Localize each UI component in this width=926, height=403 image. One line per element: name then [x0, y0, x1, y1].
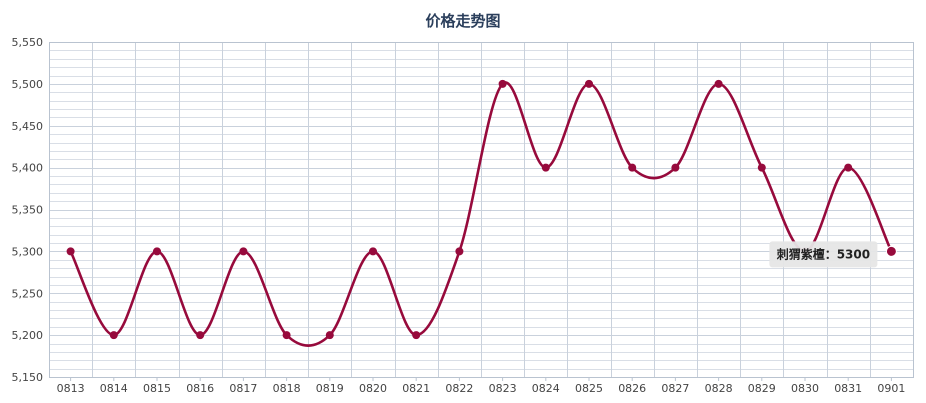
x-tick-label: 0818 [273, 382, 301, 395]
series-layer [66, 79, 897, 347]
data-point[interactable] [369, 247, 377, 256]
x-tick-label: 0824 [532, 382, 560, 395]
tooltip-label: 刺猬紫檀：5300 [776, 246, 870, 261]
x-tick-label: 0827 [661, 382, 689, 395]
y-tick-label: 5,200 [12, 329, 44, 342]
x-tick-label: 0830 [791, 382, 819, 395]
x-tick-label: 0813 [57, 382, 85, 395]
x-tick-label: 0826 [618, 382, 646, 395]
y-tick-label: 5,550 [12, 36, 44, 49]
y-tick-label: 5,400 [12, 162, 44, 175]
chart-title: 价格走势图 [425, 12, 500, 30]
axis-layer: 5,150 5,200 5,250 5,300 5,350 5,400 5,450 5,500… [12, 36, 914, 395]
data-point[interactable] [757, 163, 766, 172]
tooltip: 刺猬紫檀：5300 [769, 241, 878, 268]
data-point[interactable] [628, 163, 637, 172]
x-tick-label: 0825 [575, 382, 603, 395]
x-tick-label: 0817 [229, 382, 257, 395]
x-tick-label: 0823 [489, 382, 517, 395]
data-point[interactable] [153, 247, 161, 256]
y-tick-label: 5,150 [12, 371, 44, 384]
data-point[interactable] [455, 247, 464, 256]
data-point[interactable] [541, 163, 550, 172]
data-point[interactable] [885, 245, 897, 257]
data-point[interactable] [109, 331, 118, 340]
data-point[interactable] [585, 79, 593, 88]
x-tick-label: 0828 [705, 382, 733, 395]
x-tick-label: 0815 [143, 382, 171, 395]
y-tick-label: 5,500 [12, 78, 44, 91]
x-tick-label: 0821 [402, 382, 430, 395]
x-tick-label: 0816 [186, 382, 214, 395]
y-tick-label: 5,250 [12, 287, 44, 300]
plot-border [49, 42, 914, 378]
x-tick-label: 0901 [877, 382, 905, 395]
data-point[interactable] [844, 163, 853, 172]
x-tick-label: 0819 [316, 382, 344, 395]
data-point[interactable] [325, 331, 334, 340]
grid-layer [49, 42, 914, 378]
x-tick-label: 0829 [748, 382, 776, 395]
data-point[interactable] [196, 331, 205, 340]
data-point[interactable] [671, 163, 680, 172]
data-point[interactable] [66, 247, 75, 256]
x-tick-label: 0831 [834, 382, 862, 395]
data-point[interactable] [498, 79, 507, 88]
x-tick-label: 0814 [100, 382, 128, 395]
y-tick-label: 5,300 [12, 245, 44, 258]
y-tick-label: 5,450 [12, 120, 44, 133]
x-tick-label: 0822 [445, 382, 473, 395]
data-point[interactable] [412, 331, 421, 340]
data-point[interactable] [282, 331, 291, 340]
data-point[interactable] [714, 79, 723, 88]
y-tick-label: 5,350 [12, 204, 44, 217]
x-tick-label: 0820 [359, 382, 387, 395]
tooltip-background [769, 241, 878, 268]
data-point[interactable] [239, 247, 248, 256]
